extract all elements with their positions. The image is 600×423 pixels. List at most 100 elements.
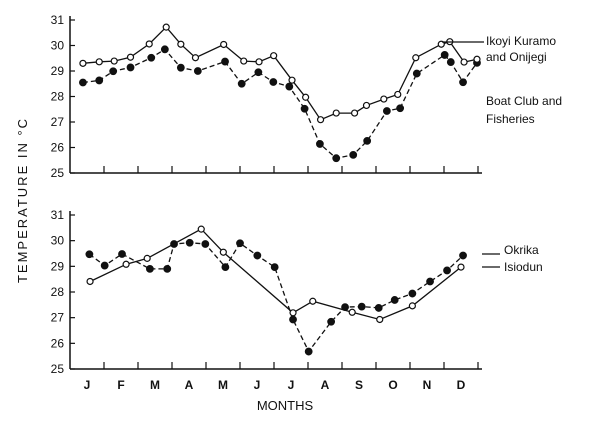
data-point-okrika bbox=[118, 250, 126, 258]
data-point-isiodun bbox=[309, 297, 317, 305]
data-point-boat-club-and-fisheries bbox=[237, 79, 246, 88]
x-tick-label-month: M bbox=[218, 378, 228, 392]
data-point-boat-club-and-fisheries bbox=[176, 63, 185, 72]
x-tick-label-month: F bbox=[117, 378, 124, 392]
data-point-isiodun bbox=[289, 309, 297, 317]
series-line-isiodun bbox=[89, 228, 462, 321]
data-point-ikoyi-kuramo-and-onijegi bbox=[350, 109, 359, 117]
data-point-ikoyi-kuramo-and-onijegi bbox=[162, 23, 170, 31]
data-point-okrika bbox=[253, 251, 262, 260]
data-point-okrika bbox=[85, 250, 94, 259]
top-y-tick-label: 31 bbox=[51, 13, 65, 27]
data-point-ikoyi-kuramo-and-onijegi bbox=[191, 54, 200, 62]
legend-boatclub-line1: Boat Club and bbox=[486, 94, 562, 108]
x-tick-label-month: J bbox=[254, 378, 261, 392]
top-y-tick-label: 29 bbox=[51, 64, 65, 78]
top-y-tick-label: 26 bbox=[51, 141, 65, 155]
data-point-boat-club-and-fisheries bbox=[221, 57, 229, 66]
data-point-boat-club-and-fisheries bbox=[95, 76, 104, 85]
x-axis-label: MONTHS bbox=[257, 398, 314, 413]
data-point-okrika bbox=[408, 289, 417, 298]
data-point-boat-club-and-fisheries bbox=[300, 104, 309, 113]
data-point-okrika bbox=[185, 238, 194, 247]
data-point-boat-club-and-fisheries bbox=[349, 150, 358, 159]
data-point-ikoyi-kuramo-and-onijegi bbox=[145, 40, 153, 48]
data-point-boat-club-and-fisheries bbox=[316, 140, 324, 148]
data-point-isiodun bbox=[143, 254, 151, 262]
bottom-y-tick-label: 27 bbox=[51, 311, 65, 325]
top-y-tick-label: 27 bbox=[51, 115, 65, 129]
data-point-okrika bbox=[390, 296, 399, 304]
data-point-ikoyi-kuramo-and-onijegi bbox=[220, 40, 228, 49]
data-point-okrika bbox=[236, 239, 244, 248]
data-point-boat-club-and-fisheries bbox=[446, 58, 455, 66]
bottom-y-tick-label: 29 bbox=[51, 259, 65, 273]
series-line-okrika bbox=[89, 242, 464, 353]
x-tick-label-month: S bbox=[355, 378, 363, 392]
data-point-ikoyi-kuramo-and-onijegi bbox=[79, 59, 87, 67]
data-point-boat-club-and-fisheries bbox=[285, 82, 294, 91]
x-tick-label-month: D bbox=[457, 378, 466, 392]
data-point-ikoyi-kuramo-and-onijegi bbox=[362, 101, 371, 110]
data-point-isiodun bbox=[408, 302, 416, 310]
data-point-isiodun bbox=[219, 248, 227, 256]
data-point-okrika bbox=[163, 265, 172, 273]
x-tick-label-month: N bbox=[423, 378, 432, 392]
x-tick-label-month: J bbox=[84, 378, 91, 392]
data-point-boat-club-and-fisheries bbox=[412, 69, 421, 78]
data-point-boat-club-and-fisheries bbox=[254, 68, 263, 77]
data-point-okrika bbox=[357, 302, 366, 311]
bottom-y-tick-label: 31 bbox=[51, 208, 65, 222]
bottom-y-tick-label: 28 bbox=[51, 285, 65, 299]
y-axis-label: TEMPERATURE IN °C bbox=[15, 117, 30, 283]
data-point-ikoyi-kuramo-and-onijegi bbox=[437, 40, 445, 48]
data-point-boat-club-and-fisheries bbox=[147, 53, 156, 62]
data-point-ikoyi-kuramo-and-onijegi bbox=[394, 90, 402, 99]
top-y-tick-label: 28 bbox=[51, 90, 65, 104]
data-point-ikoyi-kuramo-and-onijegi bbox=[473, 55, 481, 63]
data-point-isiodun bbox=[197, 225, 205, 233]
data-point-ikoyi-kuramo-and-onijegi bbox=[177, 40, 185, 48]
data-point-boat-club-and-fisheries bbox=[382, 107, 391, 115]
data-point-isiodun bbox=[348, 308, 356, 316]
data-point-ikoyi-kuramo-and-onijegi bbox=[460, 58, 468, 66]
data-point-boat-club-and-fisheries bbox=[79, 78, 87, 87]
data-point-boat-club-and-fisheries bbox=[193, 67, 202, 75]
data-point-okrika bbox=[426, 277, 434, 286]
data-point-boat-club-and-fisheries bbox=[440, 51, 449, 59]
data-point-okrika bbox=[201, 240, 210, 248]
data-point-okrika bbox=[374, 304, 383, 312]
data-point-okrika bbox=[221, 263, 230, 272]
data-point-okrika bbox=[289, 315, 297, 324]
data-point-boat-club-and-fisheries bbox=[109, 67, 118, 76]
data-point-isiodun bbox=[376, 315, 384, 324]
data-point-ikoyi-kuramo-and-onijegi bbox=[95, 58, 103, 66]
data-point-ikoyi-kuramo-and-onijegi bbox=[255, 58, 263, 66]
data-point-ikoyi-kuramo-and-onijegi bbox=[316, 116, 325, 124]
data-point-ikoyi-kuramo-and-onijegi bbox=[380, 95, 388, 103]
x-tick-label-month: J bbox=[288, 378, 295, 392]
x-tick-label-month: A bbox=[185, 378, 194, 392]
data-point-boat-club-and-fisheries bbox=[160, 45, 169, 54]
legend-ikoyi-line2: and Onijegi bbox=[486, 50, 547, 64]
data-point-ikoyi-kuramo-and-onijegi bbox=[126, 53, 135, 61]
bottom-y-tick-label: 30 bbox=[51, 234, 65, 248]
data-point-okrika bbox=[327, 317, 336, 326]
data-point-boat-club-and-fisheries bbox=[269, 78, 278, 86]
x-tick-label-month: M bbox=[150, 378, 160, 392]
data-point-okrika bbox=[100, 261, 109, 270]
data-point-okrika bbox=[443, 266, 451, 275]
data-point-ikoyi-kuramo-and-onijegi bbox=[288, 76, 296, 84]
data-point-ikoyi-kuramo-and-onijegi bbox=[110, 57, 118, 65]
data-point-isiodun bbox=[122, 260, 130, 268]
data-point-isiodun bbox=[457, 263, 465, 271]
legend-boatclub-line2: Fisheries bbox=[486, 112, 535, 126]
bottom-plot: 25 26 27 28 29 30 31 J F M A M J J A S O N D bbox=[51, 208, 482, 392]
data-point-boat-club-and-fisheries bbox=[126, 63, 135, 72]
data-point-ikoyi-kuramo-and-onijegi bbox=[270, 52, 278, 60]
legend-isiodun: Isiodun bbox=[504, 260, 543, 274]
data-point-ikoyi-kuramo-and-onijegi bbox=[412, 54, 420, 62]
legend-okrika: Okrika bbox=[504, 243, 539, 257]
data-point-ikoyi-kuramo-and-onijegi bbox=[240, 57, 248, 65]
